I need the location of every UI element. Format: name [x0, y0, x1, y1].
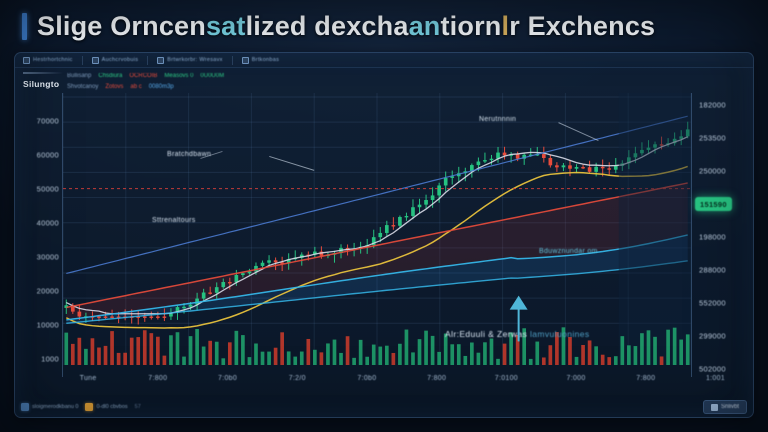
y-tick-left: 20000: [36, 286, 59, 296]
y-tick-left: 10000: [36, 320, 59, 330]
plot-area[interactable]: [63, 93, 691, 365]
title-segment: r Exchencs: [509, 10, 656, 41]
toolbar-item-label: Hestrhortchnic: [33, 57, 73, 63]
legend-value: Shvotcanoy: [67, 84, 99, 90]
chart-panel: Hestrhortchnic Auchcrvobuis Brtwrkorbr: Wr…: [14, 52, 754, 418]
x-tick: 1:001: [705, 375, 725, 382]
toolbar-item-0[interactable]: Hestrhortchnic: [23, 56, 73, 64]
toolbar-separator: [147, 55, 149, 65]
left-axis-divider: [62, 93, 63, 377]
chart-toolbar[interactable]: Hestrhortchnic Auchcrvobuis Brtwrkorbr: Wr…: [15, 53, 753, 68]
status-item-0[interactable]: sloigmerodkbanu 0: [21, 402, 79, 411]
status-item-label: 57: [134, 403, 141, 410]
legend-value: Measovs 0: [164, 73, 194, 79]
legend-value: Chsdiura: [98, 73, 123, 79]
price-axis-left[interactable]: 70000 60000 50000 40000 30000 20000 10000 1000: [15, 93, 63, 365]
status-bar: sloigmerodkbanu 0 0-dl0 cbvbos 57: [21, 400, 141, 413]
chart-type-icon: [23, 56, 30, 64]
title-segment: tiorn: [440, 10, 502, 41]
price-axis-right[interactable]: 1820002535002500002800001980002880005520…: [691, 93, 751, 374]
y-tick-right: 198000: [699, 232, 726, 242]
anno-trend: Bduwznundar om: [539, 248, 598, 255]
x-tick: 7:800: [148, 375, 168, 382]
candlestick-layer: [63, 93, 691, 365]
snapshot-button[interactable]: Snlivbt: [702, 400, 747, 414]
status-item-label: sloigmerodkbanu 0: [32, 403, 79, 410]
legend-row-1: Shvotcanoy Zotovs ab c 0080m3p: [67, 82, 707, 93]
status-item-1[interactable]: 0-dl0 cbvbos: [85, 402, 128, 411]
indicator-icon: [157, 56, 165, 64]
right-axis-divider: [691, 93, 692, 377]
anno-support: Sttrenaltours: [152, 217, 196, 224]
page-title-bar: Slige Orncensatlized dexchaantiornlr Exc…: [0, 4, 768, 48]
x-tick: 7:800: [427, 375, 447, 382]
y-tick-right: 182000: [699, 100, 726, 110]
time-axis[interactable]: Tune 7:800 7:0b0 7:2/0 7:0b0 7:800 7:0100 7:000…: [63, 375, 725, 387]
legend-value: Zotovs: [105, 84, 124, 90]
y-tick-right: 288000: [699, 265, 726, 275]
x-tick: 7:0b0: [218, 375, 238, 382]
title-segment: Orncen: [110, 10, 206, 41]
legend-symbol: Silungto: [23, 79, 60, 89]
title-segment: lized dexcha: [245, 10, 409, 41]
toolbar-item-label: Auchcrvobuis: [101, 57, 139, 63]
page-title: Slige Orncensatlized dexchaantiornlr Exc…: [37, 11, 655, 42]
x-tick: 7:000: [566, 375, 586, 382]
status-item-label: 0-dl0 cbvbos: [96, 403, 128, 410]
y-tick-left: 50000: [36, 184, 59, 194]
status-item-2[interactable]: 57: [135, 404, 141, 410]
y-tick-left: 70000: [36, 116, 59, 126]
title-segment: sat: [205, 10, 246, 41]
y-tick-left: 30000: [36, 252, 59, 262]
y-tick-right: 253500: [699, 133, 726, 143]
symbol-underline: [23, 72, 63, 74]
legend-value: 0U0U0M: [200, 73, 225, 79]
y-tick-left: 1000: [41, 354, 59, 364]
y-tick-right: 299000: [699, 331, 726, 341]
x-tick: 7:2/0: [288, 375, 306, 382]
anno-breakout: Bratchdbawn: [167, 151, 212, 158]
alert-icon: [85, 402, 94, 411]
x-tick: 7:0b0: [357, 375, 377, 382]
toolbar-item-label: Brtkonbas: [251, 57, 280, 63]
snapshot-icon: [710, 403, 718, 411]
broadcast-icon: [21, 402, 29, 411]
settings-icon: [241, 56, 249, 64]
toolbar-item-2[interactable]: Brtwrkorbr: Wresavx: [157, 56, 223, 64]
title-segment: l: [501, 10, 510, 41]
legend-value: ab c: [130, 84, 142, 90]
x-tick: 7:800: [636, 375, 656, 382]
toolbar-item-label: Brtwrkorbr: Wresavx: [167, 57, 223, 63]
toolbar-item-3[interactable]: Brtkonbas: [241, 56, 280, 64]
x-tick: Tune: [79, 375, 97, 382]
toolbar-separator: [231, 55, 233, 65]
toolbar-separator: [81, 55, 83, 65]
y-tick-right: 552000: [699, 298, 726, 308]
legend-value: 0080m3p: [148, 84, 174, 90]
legend-value: Bullisanp: [67, 73, 92, 79]
interval-icon: [91, 56, 99, 64]
ohlc-legend: Bullisanp Chsdiura OCRCOIB Measovs 0 0U0U0M S…: [67, 71, 707, 93]
title-accent-bar: [22, 12, 27, 40]
y-tick-right: 250000: [699, 166, 726, 176]
x-tick: 7:0100: [494, 375, 518, 382]
legend-value: OCRCOIB: [129, 73, 158, 79]
anno-resistance: Nerutnnnin: [479, 116, 517, 123]
anno-callout: Alr:Eduuli & Zerwas lamvuluonines: [445, 329, 590, 339]
toolbar-item-1[interactable]: Auchcrvobuis: [91, 56, 139, 64]
title-segment: an: [408, 10, 441, 41]
y-tick-left: 60000: [36, 150, 59, 160]
y-tick-left: 40000: [36, 218, 59, 228]
y-tick-right: 502000: [699, 364, 726, 374]
anno-callout-suffix: lamvuluonines: [530, 329, 590, 339]
current-price-badge[interactable]: 151590: [695, 197, 732, 211]
snapshot-button-label: Snlivbt: [720, 404, 739, 410]
legend-row-0: Bullisanp Chsdiura OCRCOIB Measovs 0 0U0U0M: [67, 71, 707, 82]
title-segment: Slige: [37, 10, 111, 41]
